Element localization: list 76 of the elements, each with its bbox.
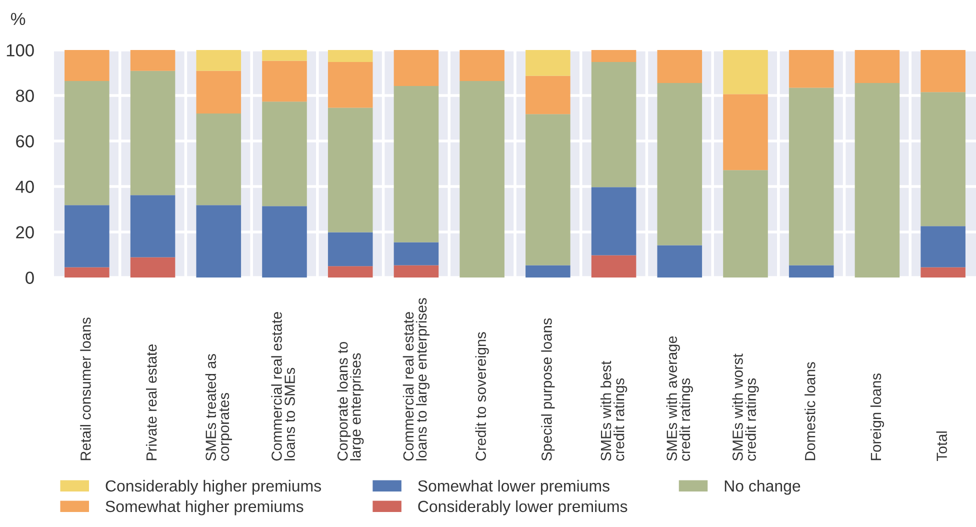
bar (591, 50, 636, 62)
bar (130, 195, 176, 258)
y-tick-label: 100 (6, 44, 34, 56)
x-tick-label: SMEs with best credit ratings (600, 360, 628, 461)
bar (460, 50, 504, 81)
bar (394, 265, 439, 278)
bar (920, 226, 966, 268)
bar (657, 82, 702, 246)
bar (854, 50, 900, 83)
bar (657, 50, 702, 83)
bar (196, 205, 242, 278)
bar (526, 76, 570, 114)
bar (394, 50, 439, 86)
bar (920, 50, 966, 92)
bar (460, 80, 504, 278)
x-tick-label: Domestic loans (804, 362, 816, 460)
bar (788, 88, 834, 266)
bar (526, 114, 570, 266)
y-tick-label: 80 (16, 90, 34, 102)
y-tick-label: 0 (26, 272, 34, 284)
bar (64, 267, 110, 278)
bar (723, 50, 768, 94)
bar (262, 60, 307, 102)
bar (788, 265, 834, 278)
bar (591, 62, 636, 188)
bar (394, 242, 439, 266)
x-tick-label: Corporate loans to large enterprises (337, 342, 364, 461)
bar (723, 94, 768, 170)
x-tick-label: SMEs treated as corporates (205, 354, 232, 461)
x-tick-label: Total (936, 431, 947, 461)
bar (196, 50, 242, 71)
bar (262, 50, 307, 61)
bar (723, 170, 768, 278)
bar (328, 266, 373, 278)
bar (328, 50, 373, 62)
legend-label: Somewhat higher premiums (106, 500, 304, 516)
x-tick-label: SMEs with worst credit ratings (732, 354, 759, 461)
legend-label: Somewhat lower premiums (418, 480, 610, 495)
bar (591, 255, 636, 278)
legend-label: No change (724, 480, 800, 495)
bar (130, 50, 176, 71)
x-tick-label: Special purpose loans (541, 318, 555, 461)
bar (920, 92, 966, 226)
bar (328, 62, 373, 108)
bar (196, 70, 242, 114)
bar (262, 102, 307, 206)
y-axis-title: % (10, 12, 26, 26)
bar (657, 245, 702, 278)
x-tick-label: Commercial real estate loans to SMEs (271, 312, 295, 461)
bar (394, 86, 439, 242)
y-tick-label: 40 (16, 180, 34, 193)
x-tick-label: SMEs with average credit ratings (666, 336, 693, 461)
y-tick-label: 20 (16, 226, 34, 238)
x-tick-label: Credit to sovereigns (475, 332, 489, 461)
bar (262, 206, 307, 278)
bar (196, 113, 242, 206)
x-tick-label: Retail consumer loans (80, 318, 91, 460)
bar (920, 267, 966, 278)
bar (854, 82, 900, 278)
x-tick-label: Private real estate (146, 344, 157, 460)
bar (64, 80, 110, 206)
bar (328, 108, 373, 232)
bar (591, 187, 636, 256)
bar (526, 50, 570, 76)
bar (526, 265, 570, 278)
bar (130, 257, 176, 278)
legend-label: Considerably lower premiums (418, 500, 628, 516)
bar (328, 232, 373, 266)
legend-label: Considerably higher premiums (106, 480, 321, 495)
bar (64, 205, 110, 268)
x-tick-label: Commercial real estate loans to large enterprises (402, 298, 430, 461)
y-tick-label: 60 (16, 135, 34, 148)
bar (130, 70, 176, 196)
bar (64, 50, 110, 81)
x-tick-label: Foreign loans (870, 373, 884, 460)
bar (788, 50, 834, 88)
